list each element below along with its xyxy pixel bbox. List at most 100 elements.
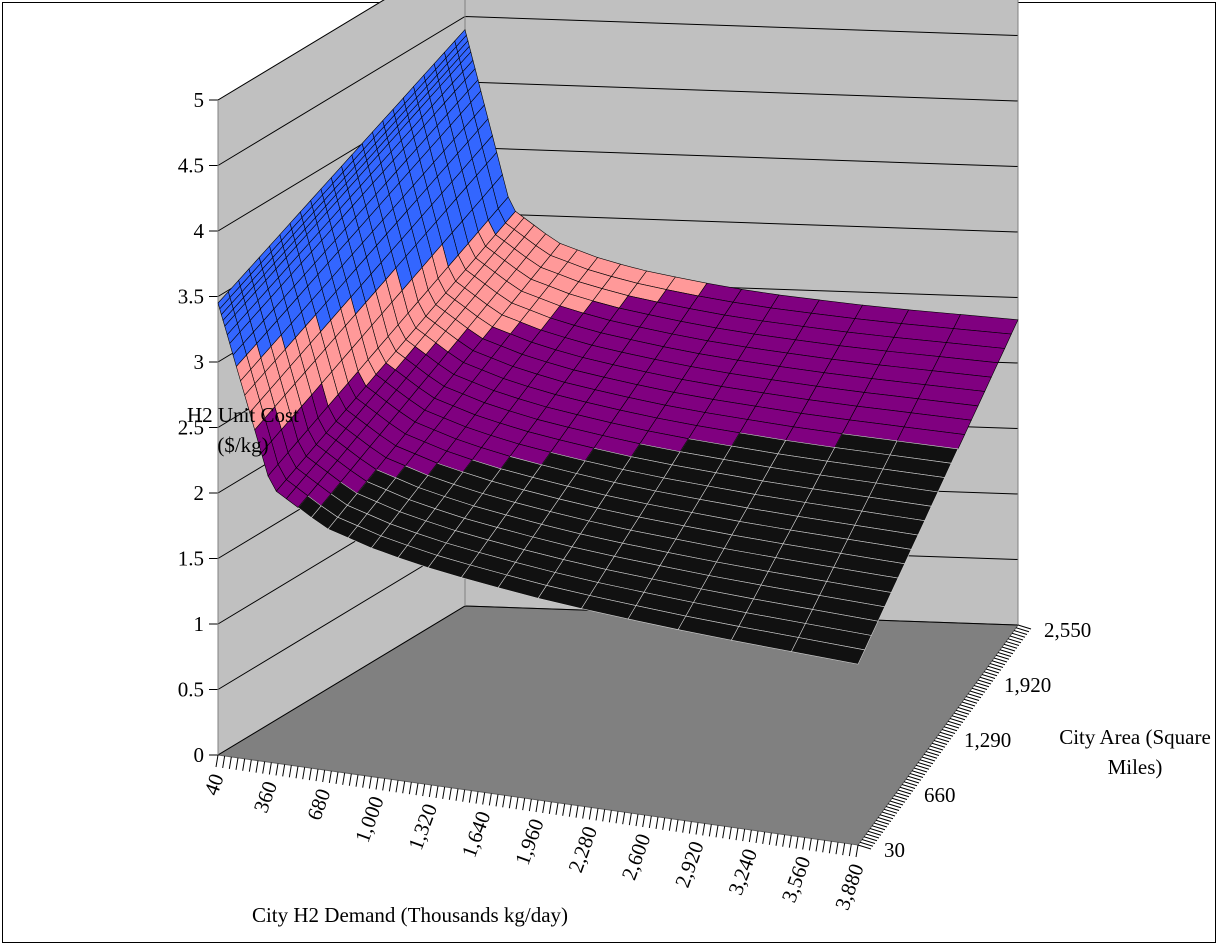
y-minor-tick: [975, 682, 990, 688]
x-minor-tick: [375, 777, 379, 790]
x-minor-tick: [455, 788, 459, 801]
z-tick-label-5: 2.5: [178, 416, 204, 440]
y-minor-tick: [875, 819, 890, 825]
x-minor-tick: [395, 780, 399, 793]
y-minor-tick: [883, 808, 898, 814]
x-minor-tick: [355, 774, 359, 787]
x-minor-tick: [448, 787, 452, 800]
x-minor-tick: [242, 758, 246, 771]
x-minor-tick: [282, 764, 286, 777]
x-minor-tick: [588, 807, 592, 820]
y-minor-tick: [969, 690, 984, 696]
x-minor-tick: [555, 802, 559, 815]
y-minor-tick: [927, 748, 942, 754]
x-minor-tick: [808, 838, 812, 851]
y-minor-tick: [929, 745, 944, 751]
y-minor-tick: [867, 830, 882, 836]
y-minor-tick: [979, 676, 994, 682]
y-minor-tick: [1005, 641, 1020, 646]
y-minor-tick: [913, 767, 928, 773]
y-minor-tick: [995, 654, 1010, 660]
x-minor-tick: [755, 830, 759, 844]
x-tick-label-6: 1,960: [510, 816, 549, 869]
y-minor-tick: [895, 792, 910, 798]
x-minor-tick: [848, 843, 852, 857]
x-minor-tick: [262, 761, 266, 774]
x-minor-tick: [522, 798, 526, 811]
y-minor-tick: [935, 737, 950, 743]
x-minor-tick: [402, 781, 406, 794]
gridline-10: [217, 0, 385, 101]
z-tick-label-2: 1: [194, 612, 205, 636]
y-minor-tick: [907, 775, 922, 781]
y-minor-tick: [879, 814, 894, 820]
x-minor-tick: [295, 766, 299, 779]
y-minor-tick: [881, 811, 896, 817]
x-minor-tick: [315, 768, 319, 782]
x-tick-label-3: 1,000: [350, 793, 389, 846]
x-minor-tick: [368, 776, 372, 789]
y-minor-tick: [941, 729, 956, 734]
y-minor-tick: [989, 663, 1004, 668]
x-minor-tick: [735, 828, 739, 841]
x-minor-tick: [248, 759, 252, 772]
y-minor-tick: [1017, 624, 1032, 630]
y-minor-tick: [873, 822, 888, 828]
x-minor-tick: [635, 813, 639, 827]
x-minor-tick: [695, 822, 699, 835]
y-minor-tick: [871, 825, 886, 831]
x-minor-tick: [742, 828, 746, 842]
y-minor-tick: [897, 789, 912, 795]
y-minor-tick: [921, 756, 936, 762]
x-minor-tick: [608, 810, 612, 823]
x-minor-tick: [302, 767, 306, 780]
x-minor-tick: [415, 783, 419, 796]
x-minor-tick: [768, 832, 772, 845]
x-minor-tick: [382, 778, 386, 791]
x-minor-tick: [435, 785, 439, 799]
x-minor-tick: [828, 841, 832, 854]
y-minor-tick: [893, 795, 908, 800]
z-tick-label-7: 3.5: [178, 285, 204, 309]
y-minor-tick: [911, 770, 926, 776]
y-minor-tick: [973, 685, 988, 690]
y-minor-tick: [963, 698, 978, 704]
x-minor-tick: [602, 809, 606, 822]
x-minor-tick: [462, 789, 466, 802]
x-minor-tick: [542, 800, 546, 814]
x-tick-label-0: 40: [199, 771, 229, 799]
y-minor-tick: [887, 803, 902, 809]
x-minor-tick: [288, 765, 292, 778]
x-minor-tick: [475, 791, 479, 804]
y-minor-tick: [977, 679, 992, 685]
x-minor-tick: [788, 835, 792, 848]
y-minor-tick: [905, 778, 920, 784]
y-minor-tick: [925, 751, 940, 756]
x-minor-tick: [682, 820, 686, 833]
x-minor-tick: [568, 804, 572, 817]
y-minor-tick: [933, 740, 948, 745]
x-minor-tick: [575, 805, 579, 818]
x-minor-tick: [815, 839, 819, 852]
x-minor-tick: [675, 819, 679, 832]
x-minor-tick: [748, 829, 752, 843]
y-minor-tick: [1015, 627, 1030, 633]
y-minor-tick: [877, 817, 892, 822]
y-minor-tick: [965, 696, 980, 701]
x-minor-tick: [835, 842, 839, 855]
z-tick-label-10: 5: [194, 88, 205, 112]
x-minor-tick: [582, 806, 586, 819]
y-minor-tick: [931, 742, 946, 748]
y-minor-tick: [923, 753, 938, 759]
x-minor-tick: [842, 843, 846, 856]
y-tick-label-1: 660: [924, 783, 956, 807]
x-minor-tick: [222, 755, 226, 769]
y-minor-tick: [1001, 646, 1016, 652]
x-minor-tick: [502, 795, 506, 808]
y-minor-tick: [939, 731, 954, 737]
y-minor-tick: [957, 707, 972, 712]
x-minor-tick: [668, 818, 672, 831]
x-minor-tick: [622, 812, 626, 825]
x-tick-label-7: 2,280: [563, 823, 602, 876]
